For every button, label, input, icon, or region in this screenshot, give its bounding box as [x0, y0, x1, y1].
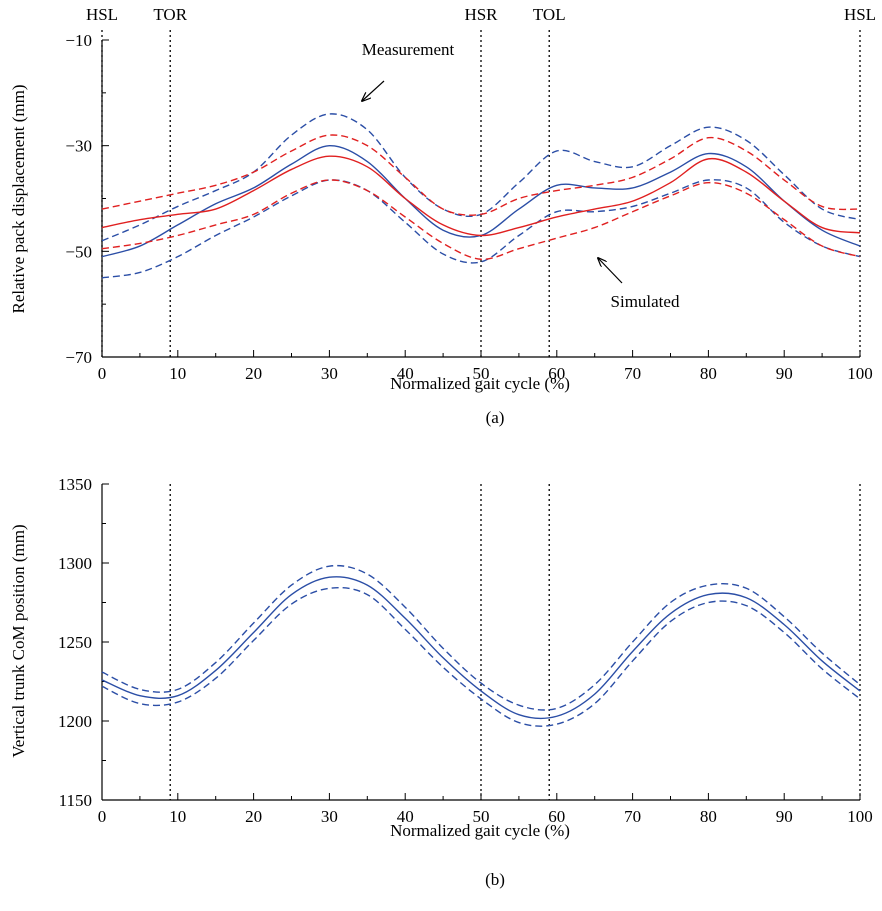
y-tick-label: −30: [65, 137, 92, 156]
panel-b-chart: 0 10 20 30 40 50 60 70 80 90 100 1150 1200 1250 1300 13…: [9, 475, 873, 889]
panel-a-chart: HSL TOR HSR TOL HSL 0 10 20 30 40 50 60 70 80 90 100 −1…: [9, 5, 876, 427]
panel-b-xlabel: Normalized gait cycle (%): [390, 821, 570, 840]
y-tick-label: 1300: [58, 554, 92, 573]
panel-a-event-labels: HSL TOR HSR TOL HSL: [86, 5, 876, 24]
event-label-hsr: HSR: [464, 5, 498, 24]
y-tick-label: 1250: [58, 633, 92, 652]
measurement-annotation: Measurement: [362, 40, 455, 59]
panel-b-label: (b): [485, 870, 505, 889]
panel-b-series: [101, 564, 861, 727]
x-tick-label: 20: [245, 364, 262, 383]
x-tick-label: 70: [624, 807, 641, 826]
y-tick-label: 1350: [58, 475, 92, 494]
panel-a-axes: 0 10 20 30 40 50 60 70 80 90 100 −10 −30 −50 −70: [65, 31, 872, 383]
x-tick-label: 20: [245, 807, 262, 826]
event-label-tor: TOR: [153, 5, 187, 24]
panel-a-label: (a): [486, 408, 505, 427]
series-upper: [101, 564, 861, 711]
y-tick-label: 1150: [59, 791, 92, 810]
series-measurement-lower: [101, 179, 861, 279]
series-mean: [101, 576, 861, 720]
event-label-hsl: HSL: [86, 5, 118, 24]
simulated-annotation-arrow: [598, 258, 623, 284]
x-tick-label: 60: [548, 364, 565, 383]
x-tick-label: 50: [473, 364, 490, 383]
x-tick-label: 60: [548, 807, 565, 826]
panel-a-ylabel: Relative pack displacement (mm): [9, 85, 28, 314]
x-tick-label: 100: [847, 807, 873, 826]
x-tick-label: 90: [776, 807, 793, 826]
event-label-hsl: HSL: [844, 5, 876, 24]
measurement-annotation-arrow: [362, 80, 385, 101]
x-tick-label: 10: [169, 364, 186, 383]
x-tick-label: 10: [169, 807, 186, 826]
x-tick-label: 40: [397, 807, 414, 826]
series-simulated-upper: [101, 134, 861, 216]
panel-a-xlabel: Normalized gait cycle (%): [390, 374, 570, 393]
y-tick-label: 1200: [58, 712, 92, 731]
series-simulated-mean: [101, 155, 861, 237]
series-simulated-lower: [101, 179, 861, 260]
panel-b-axes: 0 10 20 30 40 50 60 70 80 90 100 1150 1200 1250 1300 13…: [58, 475, 873, 826]
y-tick-label: −50: [65, 242, 92, 261]
x-tick-label: 0: [98, 364, 107, 383]
x-tick-label: 70: [624, 364, 641, 383]
x-tick-label: 100: [847, 364, 873, 383]
x-tick-label: 80: [700, 807, 717, 826]
panel-b-event-lines: [169, 484, 861, 800]
x-tick-label: 0: [98, 807, 107, 826]
y-tick-label: −10: [65, 31, 92, 50]
x-tick-label: 30: [321, 364, 338, 383]
event-label-tol: TOL: [533, 5, 566, 24]
x-tick-label: 80: [700, 364, 717, 383]
x-tick-label: 50: [473, 807, 490, 826]
x-tick-label: 30: [321, 807, 338, 826]
panel-a-series: [101, 113, 861, 279]
x-tick-label: 90: [776, 364, 793, 383]
panel-b-ylabel: Vertical trunk CoM position (mm): [9, 524, 28, 757]
series-lower: [101, 586, 861, 727]
simulated-annotation: Simulated: [611, 292, 680, 311]
x-tick-label: 40: [397, 364, 414, 383]
y-tick-label: −70: [65, 348, 92, 367]
